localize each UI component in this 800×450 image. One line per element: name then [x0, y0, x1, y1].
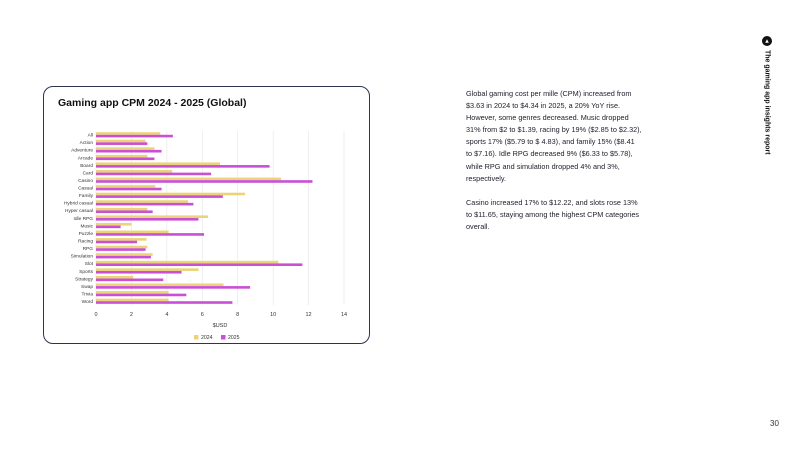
- y-category-label: Family: [79, 193, 94, 199]
- bar-2025-swap: [96, 286, 251, 289]
- y-category-label: RPG: [83, 246, 94, 252]
- y-category-label: All: [88, 133, 93, 139]
- y-category-label: Adventure: [71, 148, 93, 154]
- bar-2025-puzzle: [96, 233, 205, 236]
- bar-2024-hybrid-casual: [96, 200, 189, 203]
- x-tick-label: 2: [130, 312, 133, 318]
- y-category-label: Puzzle: [79, 231, 94, 237]
- bar-2024-word: [96, 298, 169, 302]
- bar-2025-all: [96, 134, 173, 138]
- chart-card: Gaming app CPM 2024 - 2025 (Global) 0 2 4 6…: [43, 86, 370, 344]
- bar-2024-hyper-casual: [96, 207, 148, 211]
- bar-2025-simulation: [96, 255, 151, 259]
- y-category-label: Card: [83, 170, 94, 176]
- x-tick-label: 14: [341, 312, 347, 318]
- bar-2024-arcade: [96, 154, 148, 158]
- bar-2024-idle-rpg: [96, 215, 209, 218]
- bar-2024-adventure: [96, 147, 155, 150]
- y-category-label: Casual: [78, 186, 93, 192]
- bar-2024-board: [96, 162, 220, 166]
- bar-2025-hybrid-casual: [96, 202, 194, 206]
- bar-2025-slot: [96, 263, 303, 266]
- y-category-label: Swap: [81, 284, 93, 290]
- bar-2025-action: [96, 142, 148, 145]
- bar-2024-card: [96, 170, 173, 173]
- bar-2024-music: [96, 222, 132, 226]
- x-tick-label: 0: [94, 312, 97, 318]
- bar-2025-casino: [96, 180, 313, 183]
- body-paragraph-2: Casino increased 17% to $12.22, and slot…: [466, 197, 640, 231]
- page-number: 30: [770, 419, 779, 428]
- bar-2024-puzzle: [96, 230, 169, 234]
- bar-2024-casual: [96, 185, 156, 188]
- brand-logo-icon: [762, 36, 772, 46]
- report-title: The gaming app insights report: [763, 50, 771, 155]
- y-category-label: Music: [80, 223, 93, 229]
- y-category-label: Casino: [78, 178, 93, 184]
- y-category-label: Idle RPG: [74, 216, 94, 222]
- bar-2025-card: [96, 172, 212, 176]
- y-category-label: Strategy: [75, 276, 93, 282]
- bar-2024-strategy: [96, 275, 134, 279]
- bar-2025-family: [96, 195, 223, 198]
- bar-2024-slot: [96, 260, 279, 264]
- y-category-label: Racing: [78, 238, 93, 244]
- bar-2024-sports: [96, 268, 199, 271]
- y-category-label: Sports: [79, 269, 93, 275]
- bar-2025-sports: [96, 270, 182, 274]
- x-tick-label: 8: [236, 312, 239, 318]
- bar-2025-casual: [96, 187, 162, 191]
- bar-2025-rpg: [96, 248, 146, 251]
- bar-2024-racing: [96, 238, 147, 241]
- body-paragraph-1: Global gaming cost per mille (CPM) incre…: [466, 89, 642, 183]
- y-category-label: Simulation: [71, 254, 94, 260]
- y-category-label: Trivia: [81, 291, 93, 297]
- y-category-label: Slot: [85, 261, 94, 267]
- bar-2025-idle-rpg: [96, 218, 199, 221]
- chart-title: Gaming app CPM 2024 - 2025 (Global): [58, 97, 247, 109]
- bar-2024-trivia: [96, 291, 169, 294]
- legend-label-2025: 2025: [228, 335, 240, 341]
- bar-2025-adventure: [96, 149, 162, 153]
- x-tick-label: 4: [165, 312, 168, 318]
- bar-2025-word: [96, 301, 233, 304]
- x-tick-label: 10: [270, 312, 276, 318]
- x-axis-label: $USD: [213, 323, 228, 329]
- legend-label-2024: 2024: [201, 335, 213, 341]
- legend-swatch-2024: [194, 335, 199, 340]
- x-tick-label: 6: [201, 312, 204, 318]
- bar-2024-casino: [96, 177, 282, 181]
- x-tick-label: 12: [306, 312, 312, 318]
- y-category-label: Hybrid casual: [64, 201, 93, 207]
- y-category-label: Hyper casual: [65, 208, 93, 214]
- bar-2024-rpg: [96, 245, 148, 249]
- bar-2025-arcade: [96, 157, 155, 161]
- report-title-sidebar: The gaming app insights report: [762, 36, 772, 155]
- y-category-label: Action: [80, 140, 94, 146]
- bar-2025-board: [96, 165, 270, 168]
- bar-2025-trivia: [96, 293, 187, 297]
- bar-2024-action: [96, 139, 146, 143]
- y-category-label: Board: [80, 163, 93, 169]
- bar-2024-all: [96, 132, 161, 135]
- bar-2024-family: [96, 192, 245, 196]
- bar-2024-simulation: [96, 253, 153, 256]
- legend-swatch-2025: [221, 335, 226, 340]
- bar-2025-racing: [96, 240, 138, 244]
- bar-2025-strategy: [96, 278, 164, 282]
- bar-2024-swap: [96, 283, 224, 287]
- y-category-label: Arcade: [78, 155, 94, 161]
- bar-2025-music: [96, 225, 121, 229]
- y-category-label: Word: [82, 299, 94, 305]
- body-text: Global gaming cost per mille (CPM) incre…: [466, 88, 642, 245]
- bar-2025-hyper-casual: [96, 210, 153, 214]
